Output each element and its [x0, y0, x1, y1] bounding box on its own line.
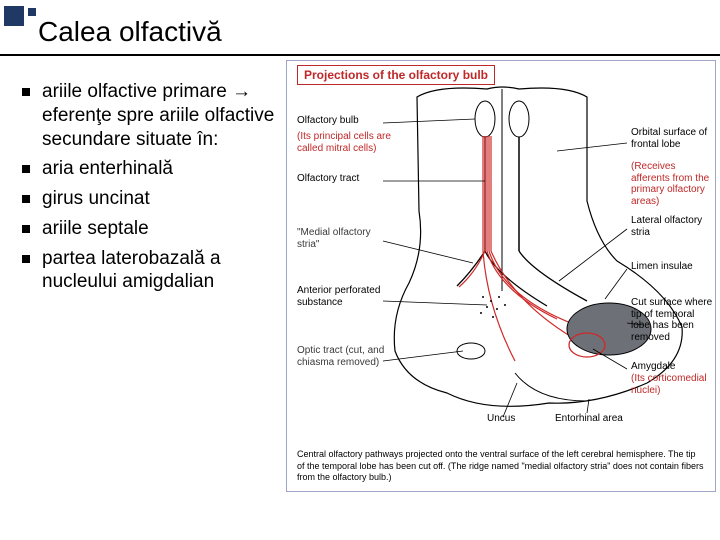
list-item: ariile septale: [22, 217, 280, 241]
label-cut-surface: Cut surface where tip of temporal lobe h…: [631, 297, 715, 343]
bullet-icon: [22, 195, 30, 203]
anatomy-figure: Projections of the olfactory bulb Olfact…: [286, 60, 716, 492]
label-anterior-perforated: Anterior perforated substance: [297, 285, 381, 308]
bullet-icon: [22, 165, 30, 173]
label-lateral-stria: Lateral olfactory stria: [631, 215, 711, 238]
page-title: Calea olfactivă: [38, 16, 222, 48]
label-olfactory-tract: Olfactory tract: [297, 173, 381, 185]
label-medial-stria: "Medial olfactory stria": [297, 227, 377, 250]
bullet-icon: [22, 255, 30, 263]
title-underline: [0, 54, 720, 56]
figure-title: Projections of the olfactory bulb: [297, 65, 495, 85]
bullet-text: ariile olfactive primare → eferenţe spre…: [42, 80, 280, 151]
label-limen: Limen insulae: [631, 261, 711, 273]
bullet-text: ariile septale: [42, 217, 280, 241]
label-uncus: Uncus: [487, 413, 515, 425]
list-item: partea laterobazală a nucleului amigdali…: [22, 247, 280, 295]
list-item: aria enterhinală: [22, 157, 280, 181]
label-mitral: (Its principal cells are called mitral c…: [297, 131, 397, 154]
bullet-text: girus uncinat: [42, 187, 280, 211]
bullet-text: partea laterobazală a nucleului amigdali…: [42, 247, 280, 295]
accent-square-large: [4, 6, 24, 26]
slide: Calea olfactivă ariile olfactive primare…: [0, 0, 720, 540]
label-entorhinal: Entorhinal area: [555, 413, 635, 425]
bullet-list: ariile olfactive primare → eferenţe spre…: [22, 80, 280, 300]
label-amygdale: Amygdale: [631, 361, 711, 373]
list-item: girus uncinat: [22, 187, 280, 211]
bullet-icon: [22, 225, 30, 233]
label-receives: (Receives afferents from the primary olf…: [631, 161, 715, 207]
bullet-icon: [22, 88, 30, 96]
bullet-text: aria enterhinală: [42, 157, 280, 181]
label-orbital: Orbital surface of frontal lobe: [631, 127, 713, 150]
list-item: ariile olfactive primare → eferenţe spre…: [22, 80, 280, 151]
figure-caption: Central olfactory pathways projected ont…: [297, 449, 705, 483]
label-optic: Optic tract (cut, and chiasma removed): [297, 345, 387, 368]
label-corticomedial: (Its corticomedial nuclei): [631, 373, 715, 396]
label-olfactory-bulb: Olfactory bulb: [297, 115, 381, 127]
accent-square-small: [28, 8, 36, 16]
